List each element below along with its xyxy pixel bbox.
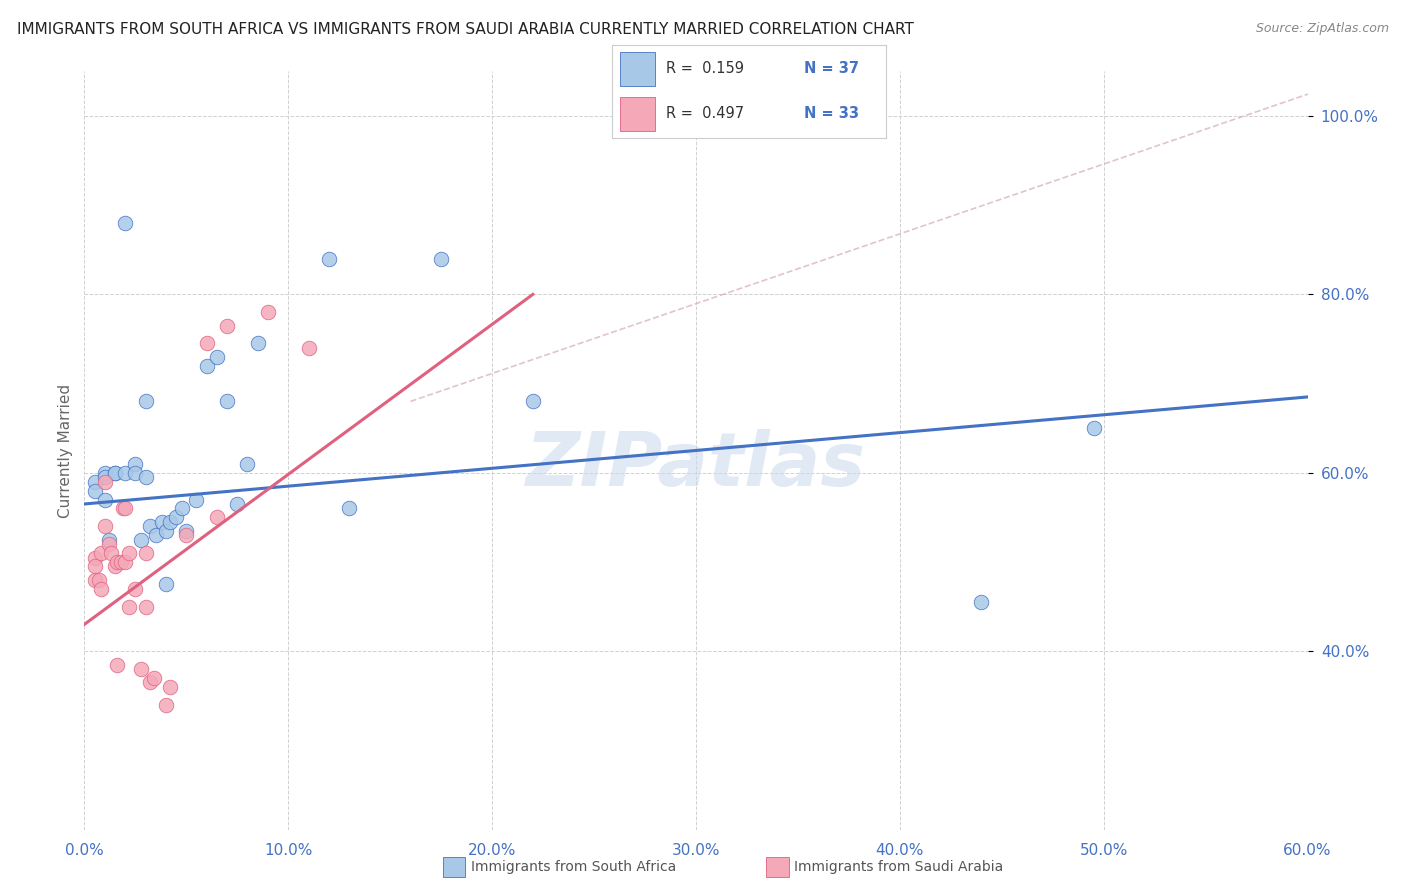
Point: [131, 662, 153, 676]
Text: Source: ZipAtlas.com: Source: ZipAtlas.com: [1256, 22, 1389, 36]
Point: [114, 501, 136, 516]
Point: [195, 336, 218, 351]
Point: [155, 698, 177, 712]
Point: [83, 573, 105, 587]
Point: [114, 466, 136, 480]
Point: [205, 350, 228, 364]
Point: [93, 519, 115, 533]
Point: [124, 466, 146, 480]
Text: N = 37: N = 37: [804, 62, 859, 77]
Point: [93, 492, 115, 507]
Point: [138, 519, 160, 533]
Point: [105, 555, 128, 569]
Point: [165, 510, 187, 524]
Point: [114, 555, 136, 569]
Point: [87, 573, 110, 587]
Text: Immigrants from South Africa: Immigrants from South Africa: [471, 860, 676, 874]
Point: [155, 577, 177, 591]
Point: [90, 546, 112, 560]
Text: N = 33: N = 33: [804, 106, 859, 121]
Point: [118, 599, 141, 614]
Point: [97, 533, 120, 547]
Point: [135, 394, 157, 409]
Point: [104, 466, 127, 480]
Point: [155, 524, 177, 538]
Point: [159, 515, 181, 529]
Point: [83, 559, 105, 574]
Point: [172, 501, 194, 516]
Point: [150, 515, 173, 529]
Point: [112, 501, 135, 516]
Point: [104, 466, 127, 480]
Point: [97, 537, 120, 551]
Text: Immigrants from Saudi Arabia: Immigrants from Saudi Arabia: [794, 860, 1004, 874]
Point: [124, 582, 146, 596]
Point: [1083, 421, 1105, 435]
Point: [93, 475, 115, 489]
Point: [145, 528, 167, 542]
Point: [105, 657, 128, 672]
Point: [131, 533, 153, 547]
Point: [318, 252, 340, 266]
Point: [174, 524, 197, 538]
Point: [236, 457, 259, 471]
Text: R =  0.159: R = 0.159: [666, 62, 744, 77]
Bar: [620, 52, 655, 86]
Point: [186, 492, 208, 507]
Point: [83, 483, 105, 498]
Point: [83, 550, 105, 565]
Point: [83, 475, 105, 489]
Point: [522, 394, 544, 409]
Point: [298, 341, 321, 355]
Text: ZIPatlas: ZIPatlas: [526, 429, 866, 502]
Point: [114, 216, 136, 230]
Point: [100, 546, 122, 560]
Point: [138, 675, 160, 690]
Point: [339, 501, 361, 516]
Point: [135, 470, 157, 484]
Point: [93, 470, 115, 484]
Point: [142, 671, 165, 685]
Point: [110, 555, 132, 569]
Text: R =  0.497: R = 0.497: [666, 106, 745, 121]
Y-axis label: Currently Married: Currently Married: [58, 384, 73, 517]
Point: [93, 466, 115, 480]
Bar: [620, 97, 655, 131]
Point: [118, 546, 141, 560]
Point: [246, 336, 269, 351]
Point: [430, 252, 453, 266]
Point: [135, 546, 157, 560]
Point: [217, 318, 239, 333]
Point: [159, 680, 181, 694]
Point: [104, 559, 127, 574]
Point: [174, 528, 197, 542]
Point: [135, 599, 157, 614]
Point: [226, 497, 249, 511]
Point: [90, 582, 112, 596]
Point: [124, 457, 146, 471]
Point: [205, 510, 228, 524]
Point: [217, 394, 239, 409]
Point: [257, 305, 280, 319]
Point: [195, 359, 218, 373]
Point: [970, 595, 993, 609]
Text: IMMIGRANTS FROM SOUTH AFRICA VS IMMIGRANTS FROM SAUDI ARABIA CURRENTLY MARRIED C: IMMIGRANTS FROM SOUTH AFRICA VS IMMIGRAN…: [17, 22, 914, 37]
